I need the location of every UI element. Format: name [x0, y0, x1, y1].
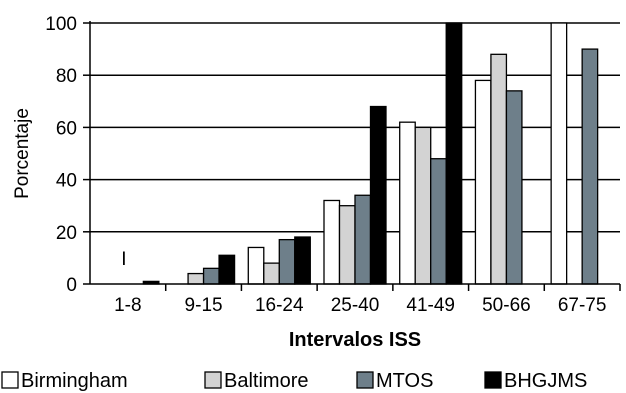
bar-birmingham-67-75: [550, 22, 568, 285]
legend-label-bhgjms: BHGJMS: [504, 370, 587, 392]
bar-baltimore-9-15: [187, 272, 205, 285]
bar-birmingham-16-24: [247, 246, 265, 285]
legend-swatch-bhgjms: [484, 371, 502, 389]
bar-baltimore-50-66: [490, 53, 508, 285]
bar-mtos-16-24: [278, 238, 296, 285]
bar-baltimore-16-24: [263, 262, 280, 285]
bar-bhgjms-16-24: [294, 236, 311, 285]
y-tick-label: 20: [56, 223, 77, 244]
bar-bhgjms-25-40: [369, 105, 387, 285]
bar-mtos-67-75: [581, 48, 599, 285]
x-tick-label: 1-8: [114, 295, 141, 316]
bar-baltimore-25-40: [338, 205, 356, 285]
x-tick-label: 50-66: [482, 295, 531, 316]
legend-swatch-baltimore: [204, 371, 222, 389]
axes: [83, 21, 621, 291]
legend-swatch-birmingham: [1, 371, 19, 389]
bar-mtos-50-66: [505, 90, 523, 285]
y-tick-label: 100: [45, 14, 77, 35]
legend: Birmingham Baltimore MTOS BHGJMS: [1, 370, 587, 392]
bar-mtos-41-49: [430, 158, 447, 285]
legend-label-baltimore: Baltimore: [224, 370, 308, 392]
y-axis-title: Porcentaje: [12, 108, 33, 199]
bar-birmingham-41-49: [399, 121, 416, 285]
y-tick-label: 0: [66, 275, 77, 296]
bars: [142, 22, 599, 285]
bar-bhgjms-9-15: [218, 254, 236, 285]
bar-mtos-9-15: [202, 267, 220, 285]
legend-label-mtos: MTOS: [376, 370, 433, 392]
y-tick-label: 80: [56, 66, 77, 87]
annotations: I: [121, 249, 126, 270]
x-tick-label: 25-40: [331, 295, 380, 316]
bar-birmingham-50-66: [474, 79, 492, 285]
legend-swatch-mtos: [356, 371, 374, 389]
x-tick-label: 9-15: [185, 295, 223, 316]
tick-labels: 0 20 40 60 80 100 1-8 9-15 16-24 25-40 41-49 50-66 6…: [45, 14, 606, 316]
x-axis-title: Intervalos ISS: [289, 329, 421, 351]
bar-bhgjms-41-49: [445, 22, 463, 285]
legend-label-birmingham: Birmingham: [21, 370, 128, 392]
bar-mtos-25-40: [354, 194, 372, 285]
gridlines: [90, 22, 620, 233]
y-tick-label: 40: [56, 171, 77, 192]
x-tick-label: 67-75: [558, 295, 607, 316]
bar-birmingham-25-40: [323, 199, 341, 285]
x-tick-label: 16-24: [255, 295, 304, 316]
y-tick-label: 60: [56, 118, 77, 139]
bar-baltimore-41-49: [414, 126, 432, 285]
x-tick-label: 41-49: [406, 295, 455, 316]
annotation-text: I: [121, 249, 126, 270]
